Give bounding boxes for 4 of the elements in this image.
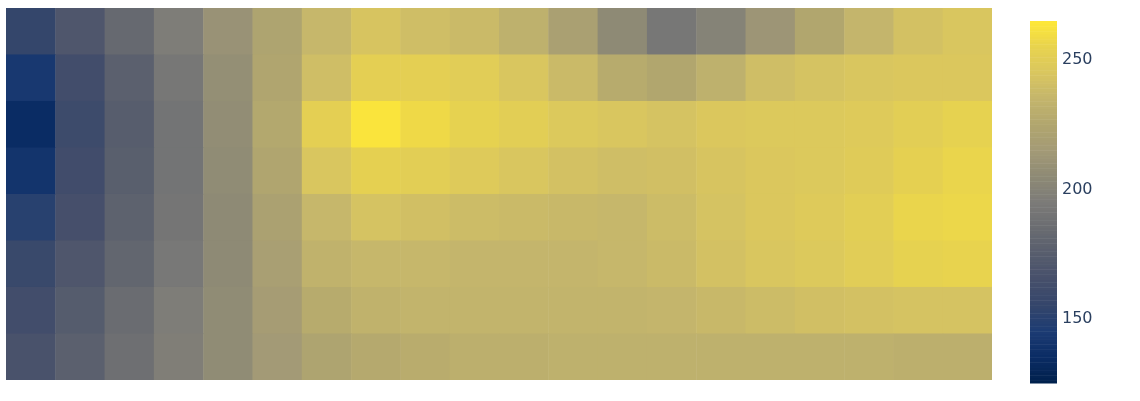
color-bar-label: 150 [1062,307,1093,327]
color-bar-label: 250 [1062,49,1093,69]
colorbar: 150 200 250 [1014,0,1124,385]
color-bar-label: 200 [1062,178,1093,198]
